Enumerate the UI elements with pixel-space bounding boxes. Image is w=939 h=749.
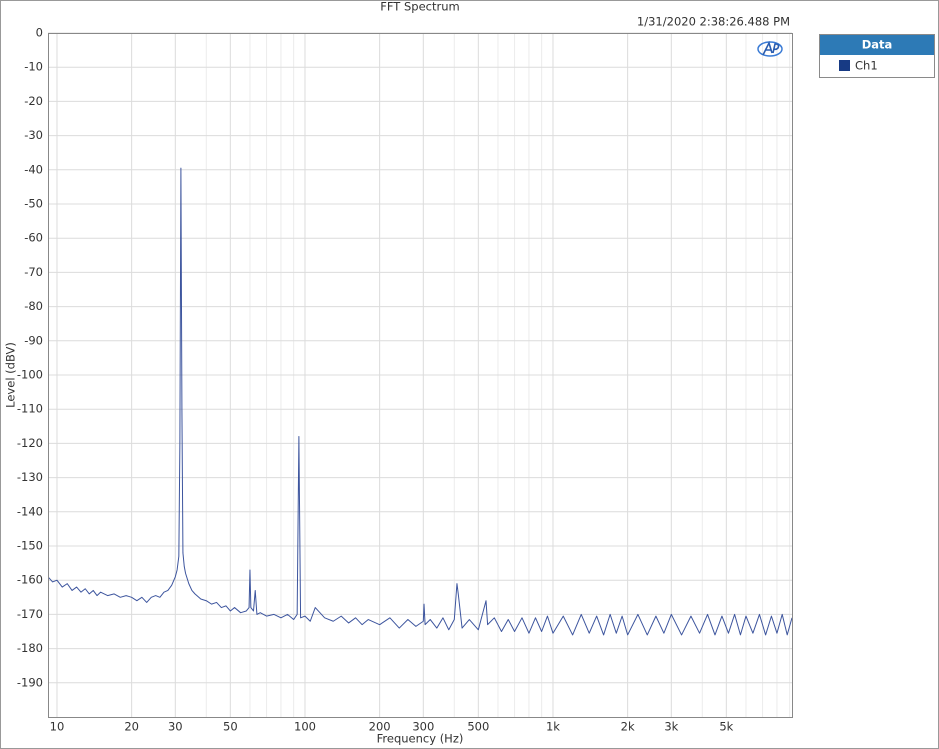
y-tick-label: -50 [24,197,43,211]
y-tick-label: -160 [17,573,43,587]
series-line [48,167,792,636]
timestamp: 1/31/2020 2:38:26.488 PM [637,15,790,29]
plot-border [48,33,793,718]
y-axis-label: Level (dBV) [4,342,18,408]
x-tick-label: 5k [719,720,733,734]
x-axis-label: Frequency (Hz) [377,732,464,746]
y-tick-label: -20 [24,94,43,108]
x-tick-label: 50 [223,720,238,734]
y-tick-label: -40 [24,162,43,176]
y-tick-label: -120 [17,436,43,450]
y-tick-label: -150 [17,539,43,553]
y-tick-label: -130 [17,470,43,484]
x-tick-label: 3k [664,720,678,734]
y-tick-label: -90 [24,333,43,347]
x-tick-label: 2k [621,720,635,734]
x-tick-label: 500 [467,720,489,734]
x-tick-label: 300 [412,720,434,734]
y-tick-label: -30 [24,128,43,142]
y-tick-label: -10 [24,60,43,74]
x-tick-label: 20 [124,720,139,734]
grid [48,32,792,717]
y-tick-label: -60 [24,231,43,245]
logo-ring [757,41,783,57]
y-tick-label: -190 [17,675,43,689]
legend-header [820,35,934,55]
x-tick-label: 100 [294,720,316,734]
y-tick-label: 0 [36,26,43,40]
y-tick-label: -180 [17,641,43,655]
x-tick-label: 1k [546,720,560,734]
y-tick-label: -70 [24,265,43,279]
plot-area [48,167,792,636]
legend: Data Ch1 [819,34,935,78]
y-tick-label: -80 [24,299,43,313]
x-tick-label: 200 [369,720,391,734]
ap-logo [757,40,783,57]
chart-title: FFT Spectrum [380,0,459,14]
logo-mark [762,40,780,56]
legend-swatch [839,60,850,71]
y-tick-label: -140 [17,504,43,518]
legend-title: Data [862,38,893,52]
y-tick-label: -170 [17,607,43,621]
legend-label: Ch1 [855,59,878,73]
x-tick-label: 30 [168,720,183,734]
y-tick-label: -100 [17,368,43,382]
x-tick-label: 10 [50,720,65,734]
y-tick-label: -110 [17,402,43,416]
